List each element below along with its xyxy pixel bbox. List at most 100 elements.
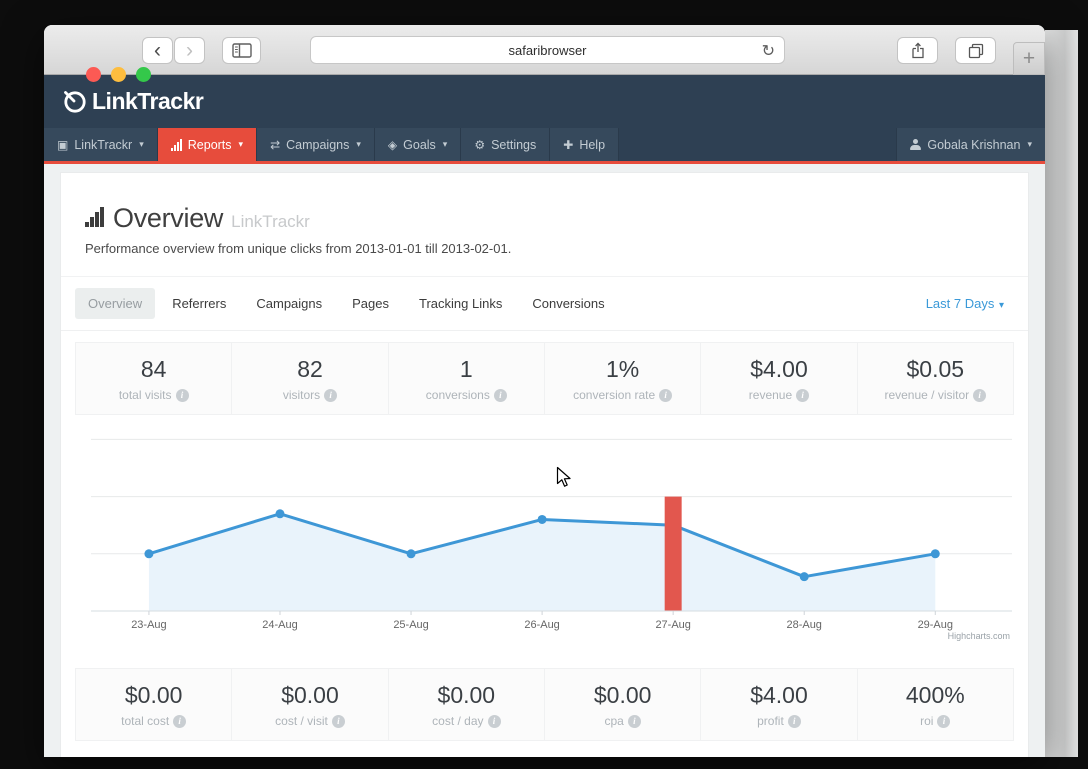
info-icon[interactable]: i [331, 714, 345, 728]
x-axis-label: 23-Aug [131, 619, 166, 631]
stats-row-bottom: $0.00 total cost i $0.00 cost / visit i $0.00 c… [75, 668, 1014, 741]
tab-conversions[interactable]: Conversions [532, 296, 605, 311]
x-axis-label: 29-Aug [918, 619, 953, 631]
stat-value: 1% [606, 356, 640, 382]
x-axis-label: 27-Aug [655, 619, 690, 631]
caret-down-icon: ▾ [442, 139, 448, 149]
linktrackr-logo[interactable]: LinkTrackr [61, 88, 204, 115]
nav-spacer [619, 128, 896, 161]
nav-label: Help [579, 137, 606, 152]
stat-value: $4.00 [750, 356, 808, 382]
stats-row-top: 84 total visits i 82 visitors i 1 conversions i 1… [75, 342, 1014, 415]
stat-value: 1 [459, 356, 473, 382]
user-menu[interactable]: Gobala Krishnan ▾ [896, 128, 1045, 161]
info-icon[interactable]: i [324, 388, 338, 402]
stat-label: cpa i [545, 714, 700, 728]
linktrackr-logo-icon [64, 91, 86, 113]
share-button[interactable] [897, 37, 938, 64]
tab-campaigns[interactable]: Campaigns [256, 296, 323, 311]
browser-titlebar: ‹ › safaribrowser ↻ [44, 25, 1045, 82]
stat-conversions: 1 conversions i [387, 343, 544, 414]
nav-accent-bar [44, 161, 1045, 164]
overview-card: Overview LinkTrackr Performance overview… [60, 172, 1029, 757]
nav-item-campaigns[interactable]: ⇄ Campaigns ▾ [257, 128, 375, 161]
data-point-24-Aug[interactable] [275, 509, 285, 519]
stat-total-visits: 84 total visits i [76, 343, 231, 414]
bar-chart-icon [170, 138, 182, 151]
reload-icon[interactable]: ↻ [761, 43, 775, 60]
stat-cost-visit: $0.00 cost / visit i [231, 669, 387, 740]
nav-item-linktrackr[interactable]: ▣ LinkTrackr ▾ [44, 128, 158, 161]
close-window-button[interactable] [86, 67, 101, 82]
info-icon[interactable]: i [175, 388, 189, 402]
sidebar-icon [231, 43, 252, 58]
sidebar-button[interactable] [222, 37, 261, 64]
tab-pages[interactable]: Pages [352, 296, 390, 311]
wrench-icon: ⚙ [474, 137, 486, 152]
info-icon[interactable]: i [973, 388, 987, 402]
address-bar[interactable]: safaribrowser ↻ [310, 36, 785, 64]
tab-referrers[interactable]: Referrers [172, 296, 227, 311]
x-axis-label: 25-Aug [393, 619, 428, 631]
caret-down-icon: ▾ [356, 139, 361, 149]
page-head: Overview LinkTrackr Performance overview… [61, 173, 1028, 277]
data-point-29-Aug[interactable] [930, 549, 940, 559]
back-button[interactable]: ‹ [142, 37, 173, 64]
nav-item-settings[interactable]: ⚙ Settings [461, 128, 551, 161]
page-subtitle: Performance overview from unique clicks … [85, 241, 512, 256]
stat-value: $0.00 [437, 682, 496, 708]
info-icon[interactable]: i [659, 388, 673, 402]
data-point-26-Aug[interactable] [537, 514, 547, 524]
info-icon[interactable]: i [627, 714, 641, 728]
nav-item-goals[interactable]: ◈ Goals ▾ [374, 128, 462, 161]
info-icon[interactable]: i [937, 714, 951, 728]
stat-label: revenue i [701, 388, 856, 402]
nav-label: Campaigns [286, 137, 350, 152]
caret-down-icon: ▾ [139, 139, 144, 149]
stat-total-cost: $0.00 total cost i [76, 669, 231, 740]
info-icon[interactable]: i [787, 714, 801, 728]
area-fill [148, 513, 936, 611]
stat-visitors: 82 visitors i [231, 343, 387, 414]
stat-revenue: $4.00 revenue i [700, 343, 856, 414]
stat-conversion-rate: 1% conversion rate i [543, 343, 700, 414]
stat-label: profit i [701, 714, 856, 728]
bar-chart-icon [85, 207, 104, 227]
stat-value: 400% [905, 682, 965, 708]
forward-button[interactable]: › [174, 37, 205, 64]
zoom-window-button[interactable] [136, 67, 151, 82]
info-icon[interactable]: i [173, 714, 187, 728]
nav-item-help[interactable]: ✚ Help [550, 128, 620, 161]
stat-value: $0.05 [906, 356, 965, 382]
stat-value: $0.00 [124, 682, 183, 708]
goals-icon: ◈ [387, 137, 398, 152]
info-icon[interactable]: i [487, 714, 501, 728]
new-tab-button[interactable]: + [1013, 42, 1045, 75]
data-point-23-Aug[interactable] [144, 549, 154, 559]
info-icon[interactable]: i [796, 388, 810, 402]
date-range-dropdown[interactable]: Last 7 Days ▾ [926, 296, 1014, 311]
main-nav: ▣ LinkTrackr ▾ Reports ▾ ⇄ Campaigns ▾ ◈ Goals ▾ ⚙ S… [44, 128, 1045, 161]
tab-overview[interactable]: Overview [75, 288, 156, 319]
stat-value: $4.00 [750, 682, 808, 708]
data-point-28-Aug[interactable] [799, 572, 809, 582]
performance-chart[interactable]: 23-Aug 24-Aug 25-Aug 26-Aug 27-Aug 28-Aug 29-A… [75, 421, 1014, 657]
tab-tracking-links[interactable]: Tracking Links [419, 296, 503, 311]
url-text: safaribrowser [508, 42, 587, 58]
stat-roi: 400% roi i [856, 669, 1013, 740]
user-name: Gobala Krishnan [927, 137, 1021, 152]
show-all-tabs-button[interactable] [955, 37, 996, 64]
x-axis-label: 28-Aug [787, 619, 822, 631]
data-point-25-Aug[interactable] [406, 549, 416, 559]
shuffle-icon: ⇄ [270, 137, 281, 152]
nav-label: Settings [491, 137, 537, 152]
highlight-bar-27-Aug[interactable] [664, 496, 682, 611]
chart-credit[interactable]: Highcharts.com [948, 631, 1010, 641]
logo-text: LinkTrackr [92, 88, 204, 114]
nav-item-reports[interactable]: Reports ▾ [157, 128, 258, 161]
minimize-window-button[interactable] [111, 67, 126, 82]
info-icon[interactable]: i [493, 388, 507, 402]
stat-label: conversion rate i [545, 388, 700, 402]
stat-label: total cost i [76, 714, 231, 728]
site-header: LinkTrackr [44, 75, 1045, 128]
